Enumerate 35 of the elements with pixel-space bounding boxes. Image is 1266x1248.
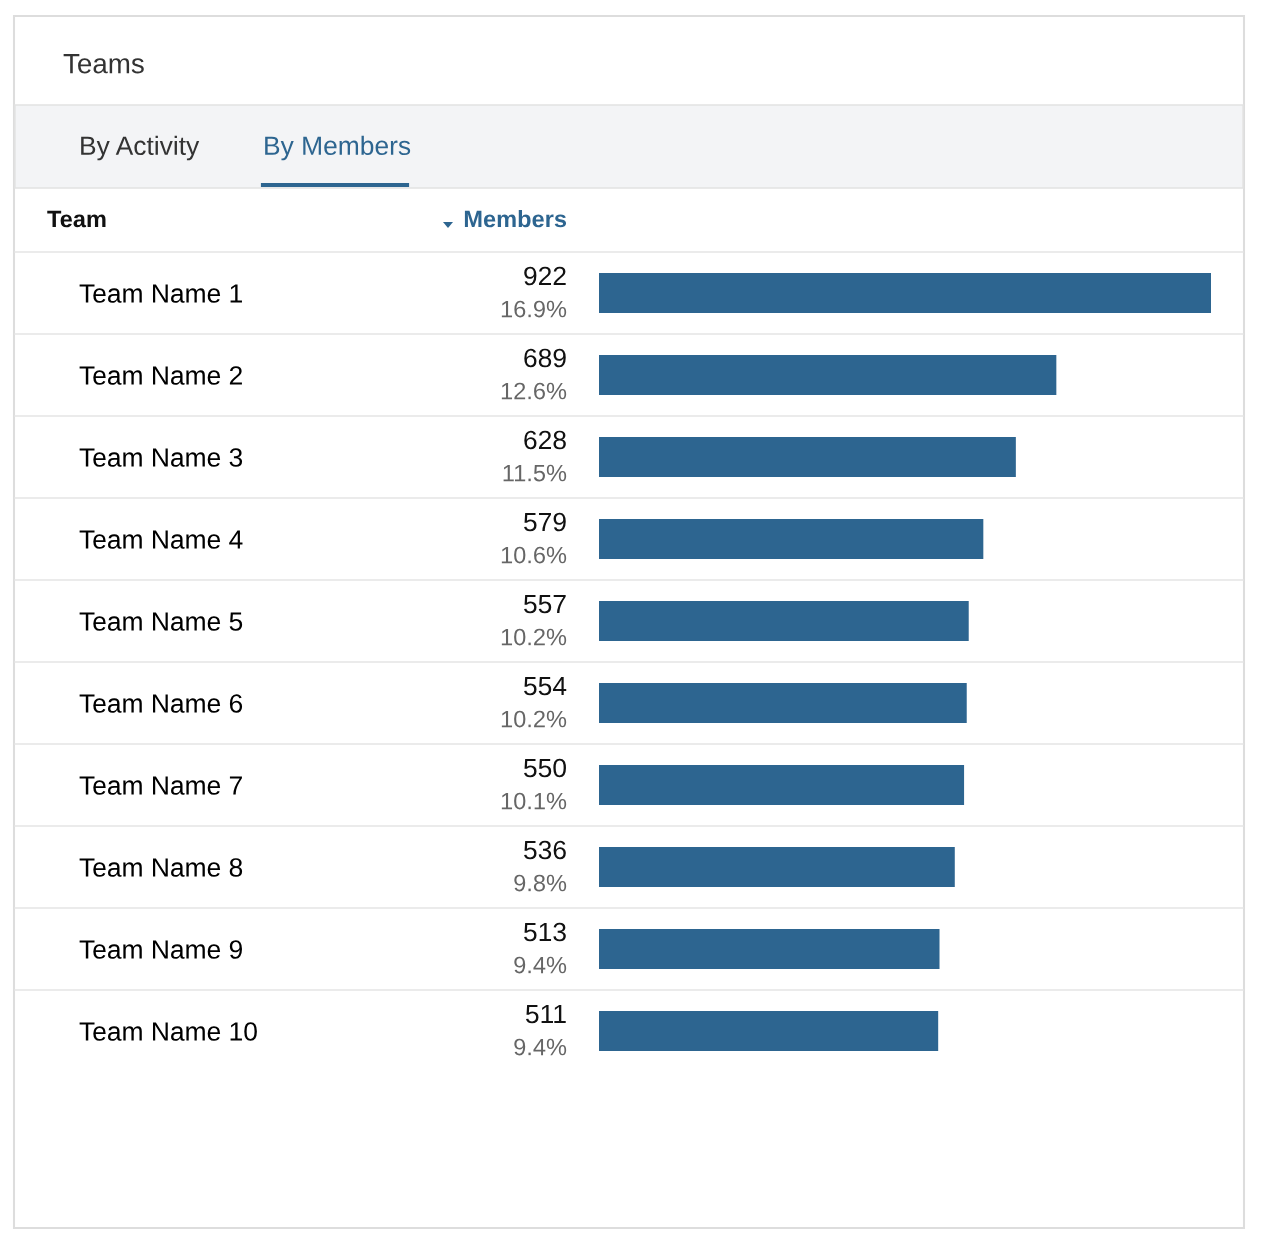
data-label: 579 10.6% <box>501 512 567 564</box>
bar <box>599 436 1016 478</box>
y-tick-label: Team Name 6 <box>79 694 243 713</box>
data-label: 554 10.2% <box>501 676 567 728</box>
bar <box>599 354 1057 396</box>
y-tick-label: Team Name 3 <box>79 448 243 467</box>
data-label: 557 10.2% <box>501 594 567 646</box>
data-label: 689 12.6% <box>501 348 567 400</box>
bar <box>599 928 940 970</box>
y-tick-label: Team Name 4 <box>79 530 243 549</box>
data-label: 536 9.8% <box>514 840 567 892</box>
data-label: 511 9.4% <box>514 1004 567 1056</box>
data-label: 922 16.9% <box>501 266 567 318</box>
bar <box>599 682 967 724</box>
text: Members <box>464 210 567 228</box>
y-tick-label: Team Name 5 <box>79 612 243 631</box>
data-label: 628 11.5% <box>503 430 567 482</box>
y-tick-label: Team Name 10 <box>79 1022 257 1041</box>
y-tick-label: Team Name 1 <box>79 284 242 303</box>
text: Team <box>47 210 106 228</box>
y-tick-label: Team Name 2 <box>79 366 242 385</box>
bar <box>599 846 955 888</box>
y-tick-label: Team Name 8 <box>79 858 243 877</box>
bar <box>599 600 969 642</box>
y-tick-label: Team Name 9 <box>79 940 242 959</box>
data-label: 550 10.1% <box>501 758 567 810</box>
text: By Activity <box>81 135 200 161</box>
text: By Members <box>265 135 411 161</box>
bar <box>599 1010 939 1052</box>
data-label: 513 9.4% <box>514 922 567 974</box>
text: Teams <box>63 54 144 74</box>
bar <box>599 518 984 560</box>
y-tick-label: Team Name 7 <box>79 776 242 795</box>
bar <box>599 764 965 806</box>
bar <box>599 272 1211 314</box>
